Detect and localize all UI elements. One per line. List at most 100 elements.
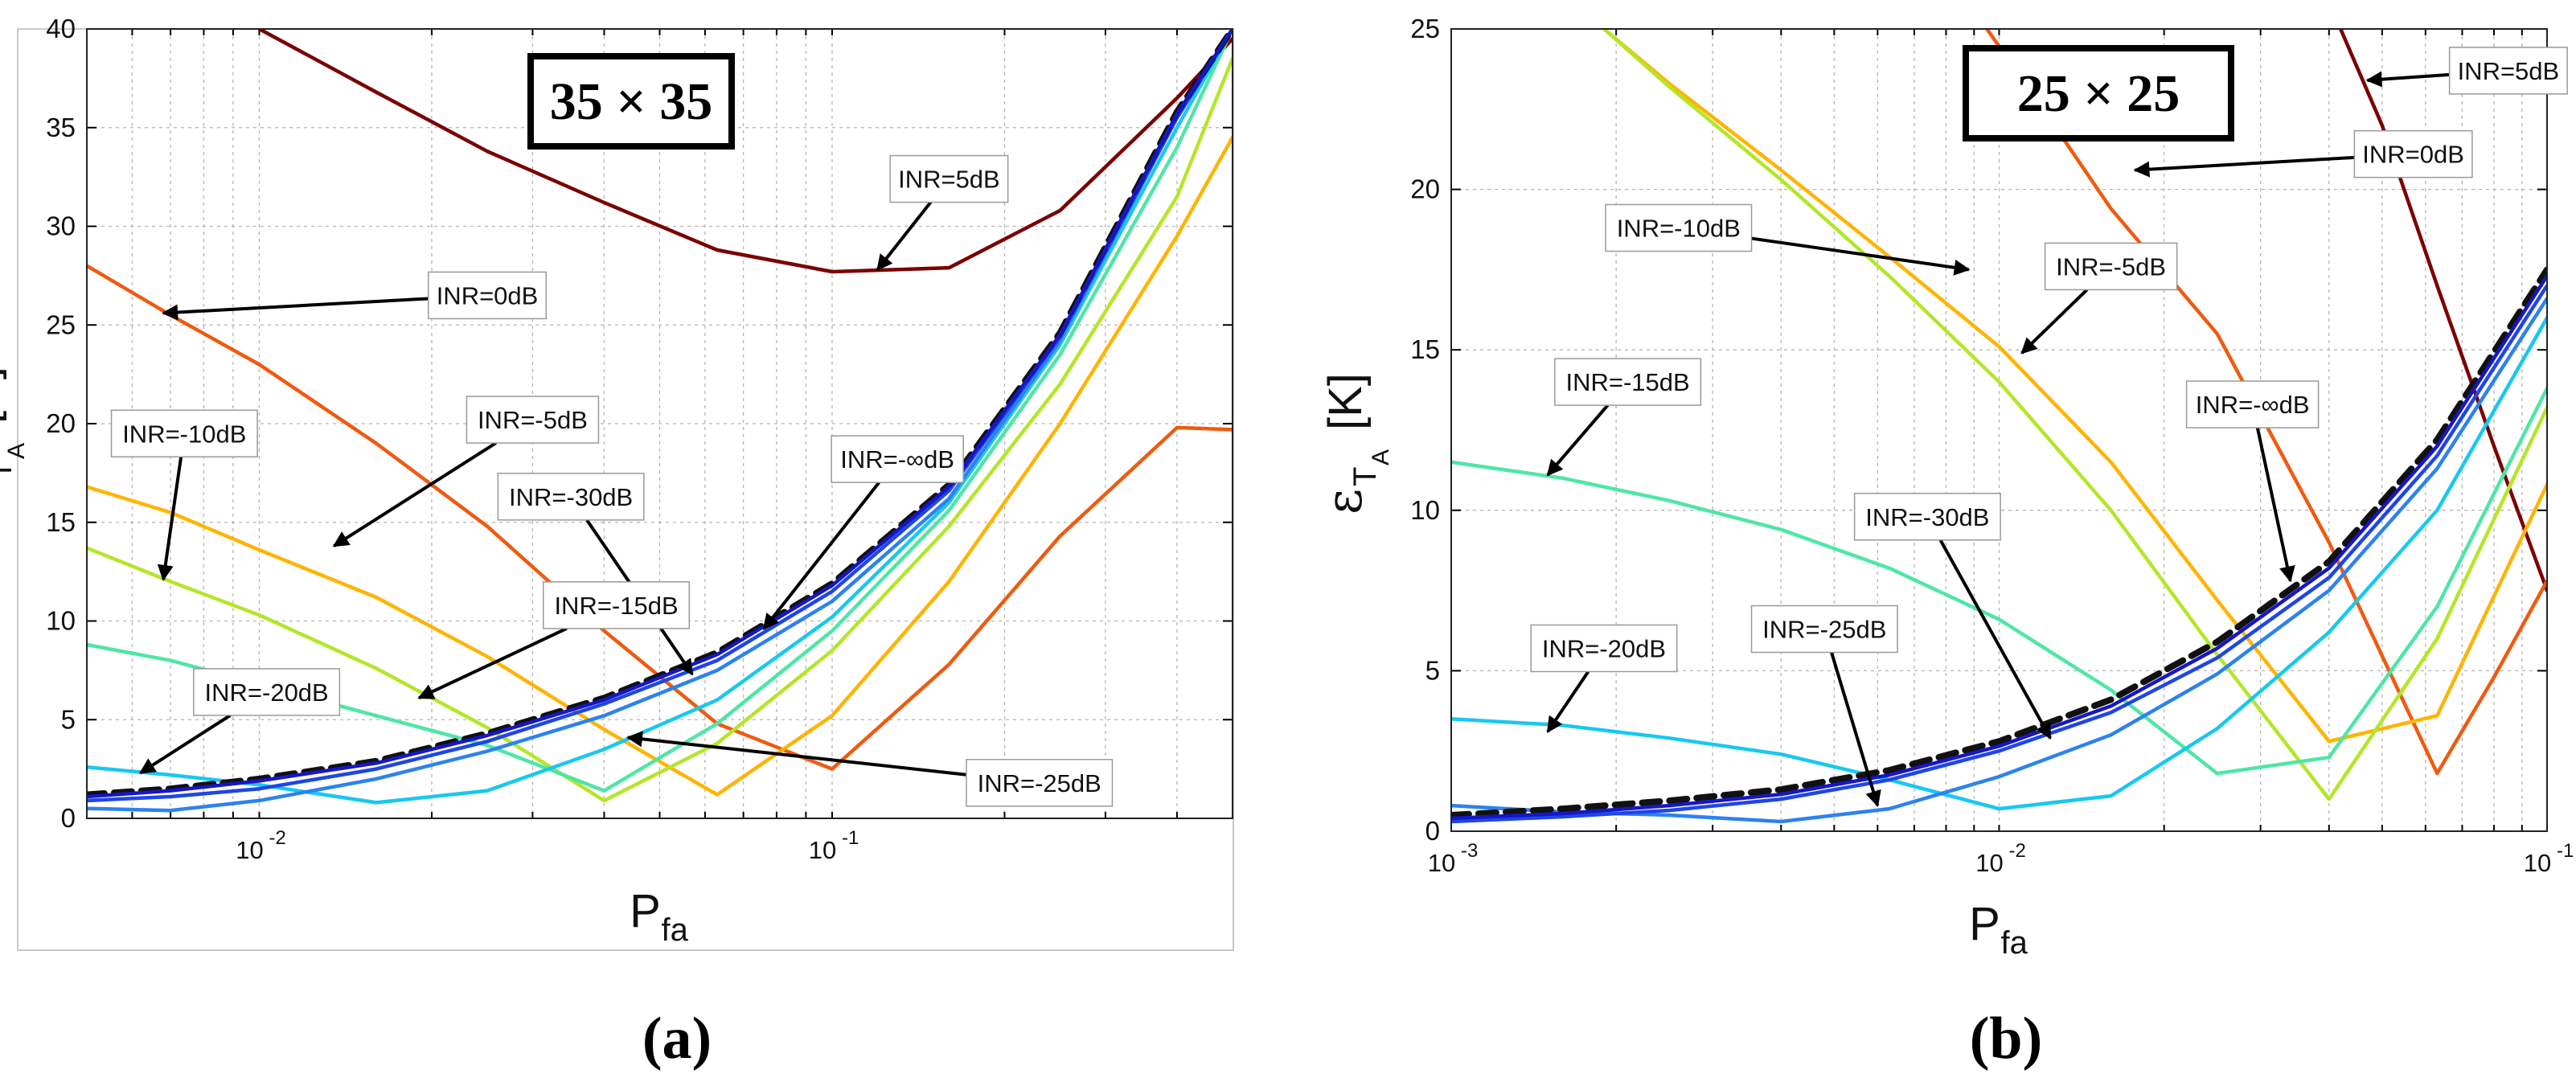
panel-a-annotation-inr-10db: INR=-10dB bbox=[110, 409, 258, 581]
panel-b-label: (b) bbox=[1970, 1006, 2042, 1072]
panel-b-annotation-inr-20db: INR=-20dB bbox=[1530, 624, 1678, 733]
panel-b-annotation-text: INR=-20dB bbox=[1542, 634, 1666, 662]
panel-b-series-inr-infdb bbox=[1451, 266, 2547, 818]
panel-a-series-inr-5db bbox=[257, 29, 1233, 274]
panel-a-ylabel-subsub: A bbox=[3, 443, 30, 459]
panel-a-annotation-inr-30db: INR=-30dB bbox=[497, 473, 694, 676]
panel-a-ytick-label: 10 bbox=[46, 606, 76, 636]
panel-a-annotation-box bbox=[193, 668, 341, 716]
panel-a-annotation-box bbox=[831, 435, 964, 483]
panel-a-ytick-label: 0 bbox=[61, 803, 76, 833]
panel-a-ytick-label: 20 bbox=[46, 408, 76, 438]
panel-a-axes-box bbox=[86, 28, 1233, 819]
panel-b-xtick-label: 10 bbox=[1428, 849, 1455, 877]
panel-b-series-inr-10db bbox=[1602, 29, 2547, 801]
panel-a-ylabel-sub: T bbox=[0, 461, 18, 480]
panel-a-series-group bbox=[87, 29, 1233, 813]
panel-b-ylabel-subsub: A bbox=[1368, 449, 1394, 465]
panel-a-annotation-inr-5db: INR=-5dB bbox=[332, 396, 600, 547]
panel-b: 0 5 10 15 20 25 10 -3 10 -2 10 -1 P fa εTA [K] 25 × 25 IN… bbox=[1315, 14, 2574, 961]
panel-a-annotation-box bbox=[428, 271, 548, 320]
panel-b-xlabel-sub: fa bbox=[2001, 925, 2028, 961]
panel-b-series-group bbox=[1451, 29, 2547, 824]
panel-a-series-inr-35db bbox=[87, 29, 1233, 799]
panel-b-series-inr-15db bbox=[1451, 386, 2547, 776]
panel-b-ytick-label: 15 bbox=[1410, 334, 1440, 364]
panel-b-ylabel-unit: [K] bbox=[1319, 373, 1372, 430]
panel-a-annotation-text: INR=-25dB bbox=[978, 769, 1101, 797]
panel-b-xtick-label: 10 bbox=[1975, 849, 2003, 877]
panel-a-annotation-text: INR=5dB bbox=[898, 166, 1000, 194]
panel-b-annotation-text: INR=-30dB bbox=[1865, 503, 1989, 531]
panel-a-ylabel-unit: [K] bbox=[0, 367, 7, 424]
panel-a-annotation-arrow bbox=[162, 297, 429, 321]
panel-b-annotation-box bbox=[2185, 380, 2320, 428]
panel-b-annotation-arrow bbox=[1830, 651, 1881, 807]
panel-b-annotation-arrow bbox=[1751, 236, 1971, 276]
panel-a-annotation-box bbox=[497, 473, 645, 521]
panel-b-ytick-label: 0 bbox=[1425, 816, 1440, 846]
panel-a-series-inr-10db bbox=[87, 56, 1233, 803]
panel-b-annotation-inr-0db: INR=0dB bbox=[2133, 129, 2473, 178]
panel-a-ytick-label: 35 bbox=[46, 113, 76, 142]
panel-b-annotation-arrow bbox=[2255, 427, 2295, 583]
panel-b-ytick-label: 5 bbox=[1425, 655, 1440, 685]
panel-a-annotation-box bbox=[466, 396, 600, 444]
panel-a-ylabel: εTA [K] bbox=[0, 367, 30, 508]
panel-a-annotation-arrow bbox=[762, 481, 880, 630]
panel-a-annotation-arrow bbox=[138, 714, 232, 775]
panel-a-xtick-exponent: -1 bbox=[842, 827, 859, 849]
panel-b-annotation-text: INR=-5dB bbox=[2056, 252, 2166, 281]
panel-b-annotation-arrow bbox=[2365, 71, 2450, 88]
panel-b-annotation-box bbox=[2044, 242, 2178, 291]
panel-b-annotation-inr-5db: INR=-5dB bbox=[2020, 242, 2178, 355]
panel-a-annotation-inr-5db: INR=5dB bbox=[876, 154, 1009, 272]
panel-b-annotation-box bbox=[2448, 47, 2568, 95]
panel-b-annotation-arrow bbox=[1546, 670, 1590, 733]
panel-a-xtick-label: 10 bbox=[809, 836, 836, 864]
panel-a-annotation-arrow bbox=[417, 627, 568, 700]
panel-b-annotation-box bbox=[2353, 129, 2473, 178]
panel-b-annotation-text: INR=-10dB bbox=[1617, 215, 1741, 243]
panel-a-size-label: 35 × 35 bbox=[550, 72, 713, 131]
panel-a-ylabel-symbol: ε bbox=[0, 482, 9, 508]
panel-a-annotation-inr-15db: INR=-15dB bbox=[417, 581, 691, 700]
panel-a-size-box bbox=[527, 53, 735, 150]
panel-b-annotation-box bbox=[1750, 605, 1898, 654]
panel-a-annotation-inr-20db: INR=-20dB bbox=[138, 668, 341, 775]
panel-b-xtick-exponent: -2 bbox=[2009, 840, 2026, 862]
panel-a-annotation-text: INR=-10dB bbox=[122, 420, 246, 448]
panel-b-size-label: 25 × 25 bbox=[2017, 64, 2180, 123]
panel-a-xtick-exponent: -2 bbox=[269, 827, 285, 849]
panel-a-annotation-box bbox=[889, 154, 1009, 203]
panel-a-annotation-text: INR=-20dB bbox=[205, 678, 329, 707]
panel-a-annotation-text: INR=-∞dB bbox=[840, 445, 954, 473]
panel-a-xtick-label: 10 bbox=[236, 836, 263, 864]
panel-b-annotation-inr-25db: INR=-25dB bbox=[1750, 605, 1898, 807]
panel-a-annotation-inr-25db: INR=-25dB bbox=[626, 731, 1114, 807]
panel-b-annotation-arrow bbox=[2020, 288, 2089, 355]
panel-b-ytick-label: 10 bbox=[1410, 495, 1440, 525]
panel-b-annotation-inr-10db: INR=-10dB bbox=[1605, 203, 1971, 276]
panel-a-annotation-text: INR=-5dB bbox=[478, 406, 588, 434]
panel-a-ytick-label: 40 bbox=[46, 14, 76, 43]
panel-b-annotation-arrow bbox=[2133, 155, 2355, 178]
panel-b-xtick-exponent: -1 bbox=[2557, 840, 2574, 862]
panel-b-series-inr-5db bbox=[2338, 29, 2547, 592]
panel-b-ylabel-symbol: ε bbox=[1315, 489, 1373, 514]
panel-a-ytick-label: 15 bbox=[46, 507, 76, 537]
panel-a-annotation-box bbox=[543, 581, 691, 629]
panel-b-series-inr-30db bbox=[1451, 284, 2547, 824]
panel-a-annotation-arrow bbox=[157, 456, 183, 581]
panel-b-annotation-box bbox=[1853, 493, 2001, 541]
panel-b-annotation-inr-30db: INR=-30dB bbox=[1853, 493, 2052, 740]
panel-b-xlabel: P bbox=[1969, 898, 2000, 950]
panel-b-annotation-text: INR=5dB bbox=[2458, 57, 2560, 85]
panel-b-ylabel: εTA [K] bbox=[1315, 373, 1394, 514]
panel-a-annotation-box bbox=[966, 759, 1114, 807]
panel-a: 0 5 10 15 20 25 30 35 40 10 -2 10 -1 Pfa εTA [K] 35 × 35… bbox=[0, 14, 1234, 951]
panel-a-annotation-text: INR=-30dB bbox=[509, 483, 633, 511]
panel-b-series-inr-20db bbox=[1451, 316, 2547, 811]
panel-b-ylabel-sub: T bbox=[1347, 467, 1383, 486]
